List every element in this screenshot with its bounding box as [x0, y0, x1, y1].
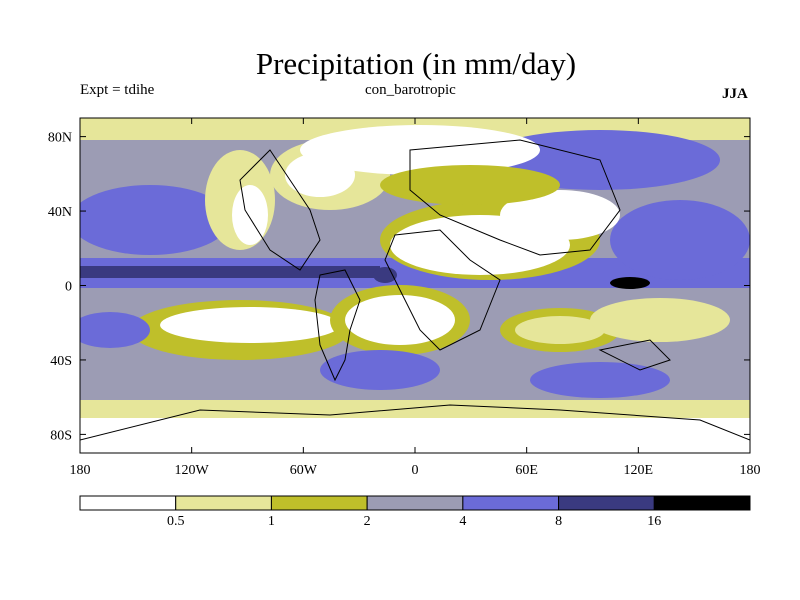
experiment-label: Expt = tdihe	[80, 82, 155, 98]
precip-field	[80, 118, 750, 453]
y-axis: 80N 40N 0 40S 80S	[48, 131, 750, 443]
y-tick-label: 80N	[48, 131, 72, 146]
colorbar-label: 16	[647, 514, 661, 529]
chart-title: Precipitation (in mm/day)	[255, 46, 577, 81]
y-tick-label: 40N	[48, 205, 72, 220]
colorbar-swatch	[366, 495, 464, 511]
colorbar-label: 0.5	[167, 514, 185, 529]
colorbar-swatch	[462, 495, 560, 511]
y-tick-label: 80S	[50, 428, 72, 443]
y-tick-label: 40S	[50, 354, 72, 369]
x-tick-label: 60E	[515, 463, 538, 478]
x-axis: 180 120W 60W 0 60E 120E 180	[70, 118, 761, 478]
x-tick-label: 180	[740, 463, 761, 478]
colorbar-label: 8	[555, 514, 562, 529]
case-label: con_barotropic	[365, 82, 456, 98]
colorbar-swatch	[653, 495, 751, 511]
x-tick-label: 180	[70, 463, 91, 478]
colorbar: 0.5 1 2 4 8 16	[79, 495, 751, 529]
x-tick-label: 0	[412, 463, 419, 478]
x-tick-label: 120W	[175, 463, 210, 478]
colorbar-label: 2	[364, 514, 371, 529]
colorbar-swatch	[175, 495, 272, 511]
coastlines	[80, 139, 750, 441]
y-tick-label: 0	[65, 280, 72, 295]
x-tick-label: 120E	[624, 463, 654, 478]
colorbar-swatch	[270, 495, 368, 511]
colorbar-swatch	[558, 495, 655, 511]
colorbar-swatch	[79, 495, 177, 511]
colorbar-label: 1	[268, 514, 275, 529]
colorbar-label: 4	[459, 514, 466, 529]
season-label: JJA	[722, 86, 748, 102]
x-tick-label: 60W	[290, 463, 318, 478]
